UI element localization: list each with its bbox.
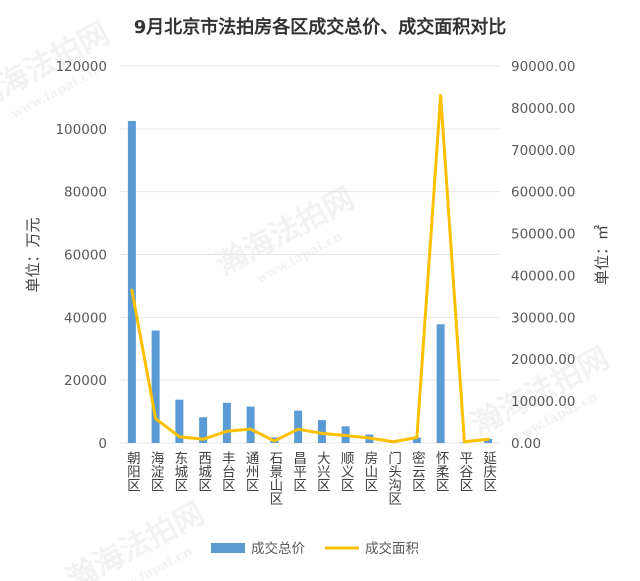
bar-4 (222, 402, 231, 443)
y-tick-left-2: 40000 (64, 310, 107, 326)
y-tick-right-4: 40000.00 (511, 268, 575, 284)
watermark-logo-3: 瀚海法拍网 (61, 496, 210, 581)
x-tick-label-15: 延庆区 (480, 451, 497, 492)
x-tick-label-11: 门头沟区 (385, 451, 402, 505)
left-axis-ticks: 0 20000 40000 60000 80000 100000 120000 (55, 59, 107, 452)
line-series-path (130, 93, 490, 444)
x-tick-label-10: 房山区 (361, 451, 378, 492)
bar-3 (199, 417, 208, 443)
bar-1 (151, 330, 160, 443)
y-tick-right-6: 60000.00 (511, 185, 575, 201)
x-tick-label-9: 顺义区 (338, 451, 355, 492)
bar-7 (294, 410, 303, 443)
x-tick-label-3: 西城区 (195, 451, 212, 492)
x-tick-label-12: 密云区 (409, 450, 426, 492)
y-axis-label-left: 单位：万元 (24, 217, 42, 292)
y-tick-left-5: 100000 (55, 122, 107, 138)
bar-2 (175, 399, 184, 443)
x-tick-label-2: 东城区 (171, 451, 188, 492)
x-tick-label-0: 朝阳区 (124, 451, 141, 492)
legend-swatch-bar (211, 543, 245, 553)
bar-13 (436, 324, 445, 443)
y-tick-right-5: 50000.00 (511, 227, 575, 243)
y-axis-label-right: 单位：㎡ (593, 225, 611, 285)
chart-title: 9月北京市法拍房各区成交总价、成交面积对比 (134, 16, 507, 38)
y-tick-left-0: 0 (98, 436, 107, 452)
bars-series (127, 120, 493, 444)
x-tick-label-6: 石景山区 (266, 451, 283, 505)
x-tick-label-8: 大兴区 (314, 451, 331, 492)
bar-5 (246, 406, 255, 443)
y-tick-left-4: 80000 (64, 185, 107, 201)
category-labels: 朝阳区 海淀区 东城区 西城区 丰台区 通州区 石景山区 昌平区 大兴区 顺义区 房山区 门头沟区 密云… (124, 450, 497, 505)
x-tick-label-4: 丰台区 (219, 451, 236, 492)
y-tick-left-3: 60000 (64, 248, 107, 264)
bar-12 (412, 437, 421, 443)
y-tick-right-9: 90000.00 (511, 59, 575, 75)
x-tick-label-14: 平谷区 (456, 451, 473, 492)
bar-0 (127, 120, 136, 444)
x-tick-label-1: 海淀区 (148, 451, 165, 492)
bar-15 (484, 438, 493, 443)
legend-label-line: 成交面积 (365, 540, 419, 557)
line-series (130, 93, 490, 444)
y-tick-right-7: 70000.00 (511, 143, 575, 159)
y-tick-right-2: 20000.00 (511, 352, 575, 368)
y-tick-right-0: 0.00 (511, 436, 541, 452)
legend: 成交总价 成交面积 (211, 540, 419, 557)
right-axis-ticks: 0.00 10000.00 20000.00 30000.00 40000.00 5000… (511, 59, 575, 452)
y-tick-left-1: 20000 (64, 373, 107, 389)
x-tick-label-5: 通州区 (243, 451, 260, 492)
y-tick-right-3: 30000.00 (511, 310, 575, 326)
y-tick-right-1: 10000.00 (511, 394, 575, 410)
bar-8 (317, 420, 326, 443)
y-tick-right-8: 80000.00 (511, 101, 575, 117)
y-tick-left-6: 120000 (55, 59, 107, 75)
x-tick-label-13: 怀柔区 (433, 451, 450, 492)
legend-label-bar: 成交总价 (251, 540, 305, 557)
x-tick-label-7: 昌平区 (290, 451, 307, 492)
